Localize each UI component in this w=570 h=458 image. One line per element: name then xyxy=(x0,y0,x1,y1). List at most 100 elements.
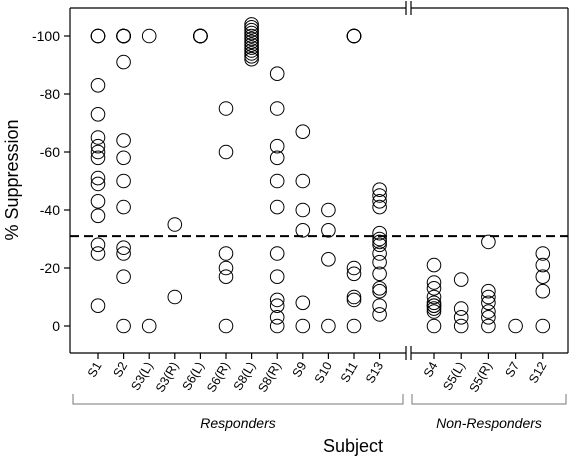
x-tick-label: S3(L) xyxy=(128,360,155,393)
data-point xyxy=(321,318,336,334)
data-point xyxy=(372,194,387,209)
data-point xyxy=(372,246,387,261)
x-tick-label: S8(L) xyxy=(231,360,258,393)
data-point xyxy=(453,272,469,287)
data-point xyxy=(426,289,442,305)
x-tick-label: S3(R) xyxy=(153,360,181,395)
data-point xyxy=(453,310,469,325)
data-point xyxy=(244,20,259,35)
data-point xyxy=(218,144,234,160)
data-point xyxy=(141,318,157,334)
data-point xyxy=(481,234,496,250)
group-bracket xyxy=(72,394,404,405)
data-point xyxy=(244,46,259,61)
data-point xyxy=(90,144,106,160)
data-point xyxy=(244,25,259,41)
data-point xyxy=(116,269,131,285)
data-point xyxy=(535,246,551,261)
data-point xyxy=(321,251,336,267)
data-point xyxy=(535,269,551,285)
data-point xyxy=(269,66,285,81)
data-point xyxy=(90,150,106,166)
y-axis: 0 -20 -40 -60 -80 -100 xyxy=(32,28,70,334)
data-point xyxy=(116,54,131,70)
data-point xyxy=(167,217,183,232)
data-point xyxy=(218,260,234,276)
data-point xyxy=(372,283,387,299)
data-point xyxy=(372,281,387,296)
x-tick-label: S10 xyxy=(312,359,335,385)
data-point xyxy=(116,150,131,166)
data-point xyxy=(372,307,387,322)
data-point xyxy=(244,51,259,67)
data-point xyxy=(116,173,131,189)
data-point xyxy=(244,37,259,53)
data-point xyxy=(244,22,259,38)
data-point xyxy=(372,298,387,314)
data-point xyxy=(535,318,551,334)
data-point xyxy=(372,266,387,282)
x-tick-label: S9 xyxy=(290,359,310,379)
plot-frame xyxy=(69,1,569,360)
data-point xyxy=(481,289,496,305)
data-point xyxy=(481,283,496,299)
group-brackets: Responders Non-Responders xyxy=(72,394,567,431)
data-point xyxy=(244,28,259,44)
data-point xyxy=(372,237,387,253)
data-point xyxy=(426,281,442,296)
data-point xyxy=(346,289,362,305)
x-tick-label: S1 xyxy=(85,359,105,379)
x-tick-label: S2 xyxy=(110,359,130,379)
data-point xyxy=(295,223,311,238)
data-point xyxy=(426,295,442,311)
data-point xyxy=(372,199,387,215)
data-point xyxy=(481,318,496,334)
data-point xyxy=(346,318,362,334)
data-point xyxy=(244,17,259,32)
data-point xyxy=(218,101,234,116)
data-point xyxy=(346,292,362,308)
y-tick-label: -20 xyxy=(40,260,60,276)
y-tick-label: -60 xyxy=(40,144,60,160)
data-point xyxy=(90,28,106,44)
y-tick-label: 0 xyxy=(52,318,60,334)
y-tick-label: -100 xyxy=(32,28,60,44)
data-point xyxy=(193,28,208,44)
data-point xyxy=(295,173,311,189)
data-point xyxy=(116,133,131,148)
y-tick-label: -40 xyxy=(40,202,60,218)
data-point xyxy=(269,310,285,325)
y-tick-label: -80 xyxy=(40,86,60,102)
data-point xyxy=(426,304,442,319)
data-point xyxy=(269,101,285,116)
data-point xyxy=(481,295,496,311)
data-point xyxy=(269,292,285,308)
data-point xyxy=(508,318,523,334)
data-point xyxy=(426,257,442,273)
data-point xyxy=(346,266,362,282)
data-point xyxy=(269,246,285,261)
data-point xyxy=(90,176,106,192)
data-point xyxy=(90,78,106,93)
data-point xyxy=(535,283,551,299)
data-point xyxy=(426,301,442,316)
group-bracket xyxy=(411,394,567,405)
data-point xyxy=(90,138,106,154)
x-tick-label: S5(L) xyxy=(440,360,467,393)
data-point xyxy=(244,49,259,64)
data-point xyxy=(321,223,336,238)
data-point xyxy=(90,237,106,253)
data-point xyxy=(269,138,285,154)
data-point xyxy=(244,40,259,55)
data-point xyxy=(372,231,387,247)
data-point xyxy=(453,318,469,334)
data-point xyxy=(167,289,183,305)
data-point xyxy=(269,318,285,334)
data-point xyxy=(426,318,442,334)
data-point xyxy=(116,28,131,44)
data-point xyxy=(244,31,259,47)
x-tick-label: S6(L) xyxy=(180,360,207,393)
data-point xyxy=(426,298,442,314)
data-point xyxy=(90,130,106,145)
